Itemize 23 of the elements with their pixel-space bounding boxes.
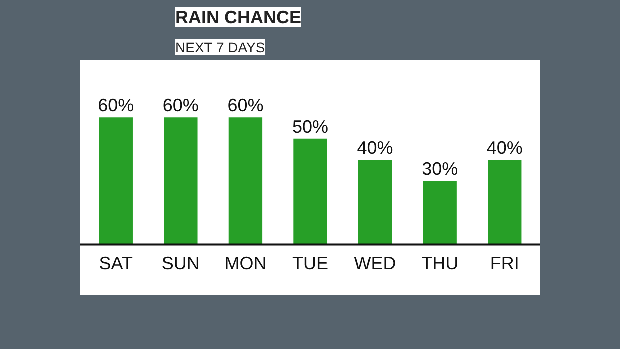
bar <box>228 118 263 245</box>
bar <box>423 181 457 245</box>
bar <box>164 118 198 245</box>
x-tick-label: THU <box>422 254 459 274</box>
bar <box>358 160 392 245</box>
data-label: 60% <box>162 96 199 116</box>
data-label: 40% <box>486 138 523 158</box>
bar <box>99 118 133 245</box>
x-tick-label: TUE <box>292 254 328 274</box>
x-tick-label: MON <box>224 254 267 274</box>
bar <box>294 138 328 245</box>
data-label: 30% <box>422 159 458 180</box>
data-label: 60% <box>98 96 134 116</box>
data-label: 60% <box>228 96 264 116</box>
chart-title: RAIN CHANCE <box>176 8 302 28</box>
data-label: 40% <box>357 138 394 158</box>
x-tick-label: SAT <box>99 254 133 274</box>
bar <box>488 160 522 245</box>
data-label: 50% <box>292 116 329 137</box>
x-tick-label: WED <box>354 254 396 274</box>
x-tick-label: SUN <box>162 254 200 274</box>
chart-subtitle: NEXT 7 DAYS <box>176 40 266 56</box>
x-tick-label: FRI <box>490 254 520 274</box>
